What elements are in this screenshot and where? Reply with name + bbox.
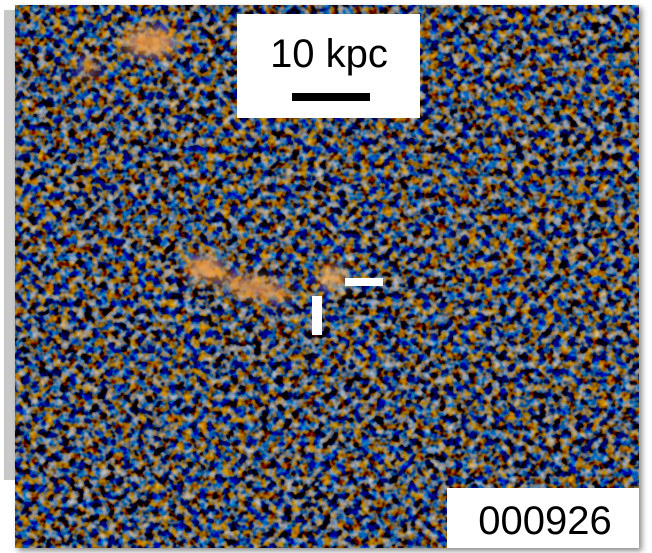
object-id: 000926 bbox=[478, 499, 611, 543]
source-blob bbox=[78, 56, 98, 80]
astro-image: 10 kpc 000926 bbox=[0, 0, 652, 553]
edge-strip bbox=[4, 10, 16, 480]
source-blob bbox=[122, 28, 178, 56]
galaxy-knot bbox=[187, 256, 223, 280]
galaxy-core bbox=[319, 267, 347, 289]
marker-tick bbox=[345, 278, 383, 286]
marker-tick bbox=[312, 296, 322, 335]
scale-label: 10 kpc bbox=[270, 32, 388, 76]
scale-bar bbox=[292, 93, 370, 101]
